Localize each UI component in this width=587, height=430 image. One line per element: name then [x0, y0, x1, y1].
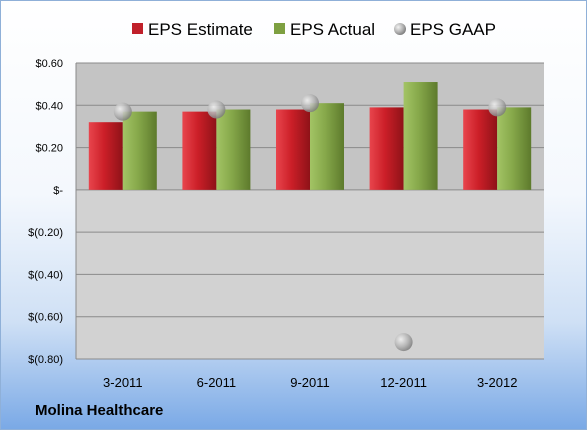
y-tick-label: $0.60	[35, 58, 63, 70]
marker-eps-gaap	[394, 333, 413, 352]
legend-eps-estimate-label: EPS Estimate	[148, 20, 253, 39]
legend-eps-actual-swatch	[274, 23, 285, 34]
y-tick-label: $(0.20)	[28, 227, 63, 239]
x-tick-label: 9-2011	[290, 375, 330, 390]
y-tick-label: $0.20	[35, 143, 63, 155]
x-tick-label: 3-2012	[477, 375, 517, 390]
y-tick-label: $-	[53, 185, 63, 197]
y-tick-label: $0.40	[35, 100, 63, 112]
company-name: Molina Healthcare	[35, 402, 164, 419]
bar-eps-estimate	[88, 122, 123, 190]
bar-eps-estimate	[369, 107, 404, 190]
x-tick-label: 12-2011	[380, 375, 427, 390]
legend-eps-estimate-swatch	[132, 23, 143, 34]
marker-eps-gaap	[113, 102, 132, 121]
marker-eps-gaap	[301, 94, 319, 113]
legend-eps-gaap-label: EPS GAAP	[410, 20, 496, 39]
bar-eps-estimate	[463, 109, 498, 190]
bar-eps-actual	[403, 82, 438, 190]
marker-eps-gaap	[488, 98, 507, 117]
x-tick-label: 3-2011	[103, 375, 143, 390]
legend-eps-gaap-swatch	[394, 23, 406, 35]
y-tick-label: $(0.80)	[28, 354, 63, 366]
bar-eps-actual	[216, 109, 251, 190]
marker-eps-gaap	[207, 100, 226, 119]
legend-eps-actual-label: EPS Actual	[290, 20, 375, 39]
y-tick-label: $(0.60)	[28, 312, 63, 324]
bar-eps-actual	[122, 111, 157, 190]
bar-eps-estimate	[182, 111, 217, 190]
x-tick-label: 6-2011	[197, 375, 237, 390]
bar-eps-actual	[497, 107, 532, 190]
y-tick-label: $(0.40)	[28, 269, 63, 281]
bar-eps-actual	[310, 103, 344, 190]
bar-eps-estimate	[276, 109, 310, 190]
